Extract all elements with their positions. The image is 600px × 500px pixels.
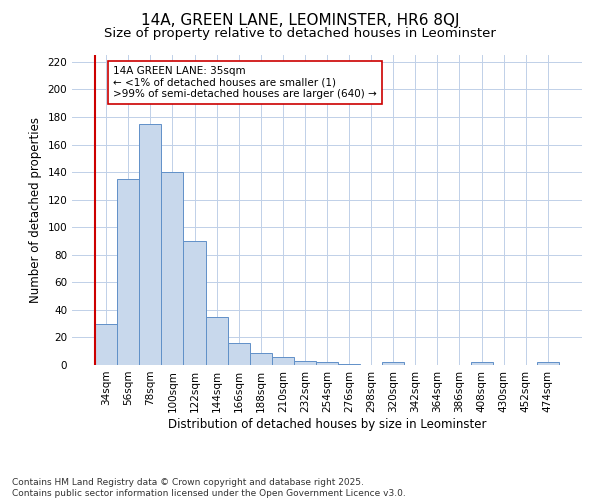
Y-axis label: Number of detached properties: Number of detached properties: [29, 117, 42, 303]
Bar: [139, 124, 161, 365]
Bar: [117, 179, 139, 365]
Bar: [272, 356, 294, 365]
Text: Contains HM Land Registry data © Crown copyright and database right 2025.
Contai: Contains HM Land Registry data © Crown c…: [12, 478, 406, 498]
Bar: [95, 324, 117, 365]
Bar: [382, 362, 404, 365]
Bar: [338, 364, 360, 365]
Bar: [184, 241, 206, 365]
X-axis label: Distribution of detached houses by size in Leominster: Distribution of detached houses by size …: [168, 418, 486, 430]
Text: Size of property relative to detached houses in Leominster: Size of property relative to detached ho…: [104, 28, 496, 40]
Text: 14A GREEN LANE: 35sqm
← <1% of detached houses are smaller (1)
>99% of semi-deta: 14A GREEN LANE: 35sqm ← <1% of detached …: [113, 66, 377, 99]
Bar: [250, 352, 272, 365]
Bar: [206, 317, 227, 365]
Bar: [227, 343, 250, 365]
Bar: [470, 362, 493, 365]
Bar: [161, 172, 184, 365]
Bar: [316, 362, 338, 365]
Bar: [294, 361, 316, 365]
Bar: [537, 362, 559, 365]
Text: 14A, GREEN LANE, LEOMINSTER, HR6 8QJ: 14A, GREEN LANE, LEOMINSTER, HR6 8QJ: [141, 12, 459, 28]
